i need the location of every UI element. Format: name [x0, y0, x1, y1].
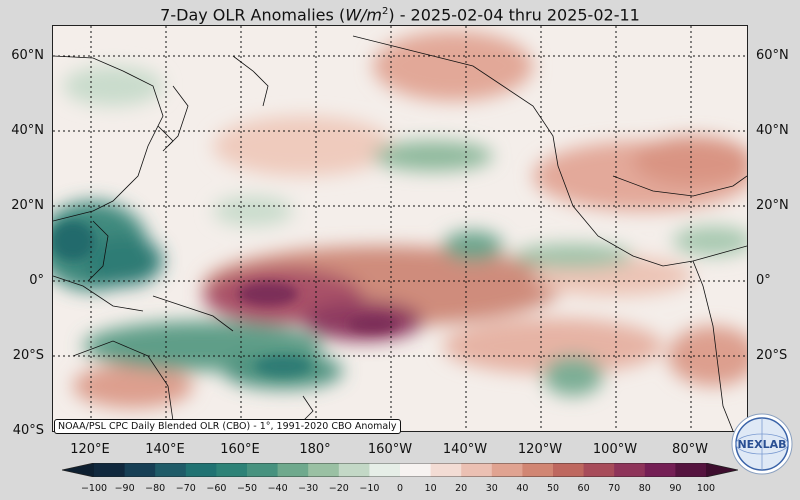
- colorbar-arrow-max: [706, 463, 738, 477]
- colorbar-tick-label: 30: [485, 483, 498, 494]
- lat-label-right-1: 40°N: [756, 123, 789, 138]
- olr-anomaly-map: [52, 25, 748, 432]
- lat-label-right-4: 20°S: [756, 348, 788, 363]
- colorbar-segment: [430, 463, 462, 477]
- title-unit-sup: 2: [381, 6, 389, 17]
- colorbar-segment: [216, 463, 248, 477]
- colorbar-segment: [675, 463, 707, 477]
- colorbar-segment: [614, 463, 646, 477]
- lon-label-3: 180°: [299, 442, 331, 457]
- lon-label-0: 120°E: [70, 442, 110, 457]
- colorbar-segment: [124, 463, 156, 477]
- title-suffix: ) - 2025-02-04 thru 2025-02-11: [388, 5, 640, 25]
- colorbar-tick-label: 90: [669, 483, 682, 494]
- colorbar-tick-label: 40: [516, 483, 529, 494]
- anomaly-highlights: [53, 221, 398, 376]
- lon-label-7: 100°W: [592, 442, 638, 457]
- colorbar-tick-label: −90: [114, 483, 135, 494]
- colorbar-tick-label: 100: [696, 483, 716, 494]
- lon-label-4: 160°W: [367, 442, 413, 457]
- colorbar-tick-label: 70: [608, 483, 621, 494]
- colorbar-tick-label: −20: [328, 483, 349, 494]
- colorbar-tick-label: −50: [236, 483, 258, 494]
- colorbar-segment: [155, 463, 187, 477]
- colorbar-tick-label: −40: [267, 483, 288, 494]
- colorbar-tick-label: 0: [396, 483, 404, 494]
- map-title: 7-Day OLR Anomalies (W/m2) - 2025-02-04 …: [0, 0, 800, 24]
- lat-label-left-5: 40°S: [12, 423, 44, 438]
- colorbar-segment: [94, 463, 126, 477]
- lat-label-right-2: 20°N: [756, 198, 789, 213]
- colorbar-segment: [308, 463, 340, 477]
- colorbar: [62, 463, 738, 477]
- colorbar-segment: [369, 463, 401, 477]
- colorbar-segment: [338, 463, 370, 477]
- lat-label-right-0: 60°N: [756, 48, 789, 63]
- lon-label-1: 140°E: [145, 442, 185, 457]
- colorbar-tick-label: 80: [638, 483, 651, 494]
- colorbar-tick-label: −70: [175, 483, 196, 494]
- colorbar-segment: [522, 463, 554, 477]
- lon-label-6: 120°W: [517, 442, 563, 457]
- lon-label-2: 160°E: [220, 442, 260, 457]
- logo-text: NEXLAB: [737, 438, 786, 451]
- colorbar-segment: [185, 463, 217, 477]
- data-source-note: NOAA/PSL CPC Daily Blended OLR (CBO) - 1…: [54, 419, 401, 434]
- colorbar-tick-label: 10: [424, 483, 437, 494]
- colorbar-tick-label: −80: [145, 483, 166, 494]
- colorbar-segment: [644, 463, 676, 477]
- lat-label-left-2: 20°N: [11, 198, 44, 213]
- colorbar-tick-label: 20: [455, 483, 468, 494]
- lat-label-left-0: 60°N: [11, 48, 44, 63]
- colorbar-tick-label: −10: [359, 483, 380, 494]
- lon-label-5: 140°W: [442, 442, 488, 457]
- anomaly-field: [53, 31, 747, 408]
- colorbar-segment: [277, 463, 309, 477]
- colorbar-segment: [461, 463, 493, 477]
- colorbar-segment: [491, 463, 523, 477]
- lat-label-left-3: 0°: [29, 273, 44, 288]
- colorbar-tick-label: −60: [206, 483, 227, 494]
- title-unit: W/m: [345, 5, 382, 25]
- colorbar-segment: [553, 463, 585, 477]
- lat-label-left-4: 20°S: [12, 348, 44, 363]
- lat-label-left-1: 40°N: [11, 123, 44, 138]
- title-prefix: 7-Day OLR Anomalies (: [160, 5, 346, 25]
- colorbar-arrow-min: [62, 463, 94, 477]
- colorbar-segment: [247, 463, 279, 477]
- lat-label-right-3: 0°: [756, 273, 771, 288]
- colorbar-tick-label: −100: [80, 483, 108, 494]
- colorbar-tick-label: 60: [577, 483, 590, 494]
- graticule: [53, 26, 747, 431]
- colorbar-tick-label: −30: [298, 483, 319, 494]
- nexlab-logo: NEXLAB: [731, 413, 793, 475]
- colorbar-tick-label: 50: [546, 483, 560, 494]
- colorbar-segment: [400, 463, 432, 477]
- lon-label-8: 80°W: [672, 442, 708, 457]
- map-canvas: [53, 26, 747, 431]
- colorbar-segment: [583, 463, 615, 477]
